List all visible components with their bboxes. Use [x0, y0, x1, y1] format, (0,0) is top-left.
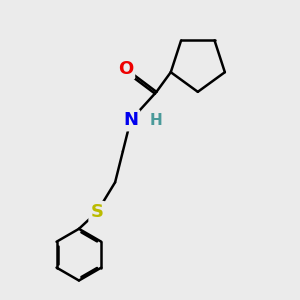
Text: S: S — [91, 203, 103, 221]
Text: N: N — [123, 111, 138, 129]
Text: O: O — [118, 60, 133, 78]
Text: H: H — [150, 113, 163, 128]
